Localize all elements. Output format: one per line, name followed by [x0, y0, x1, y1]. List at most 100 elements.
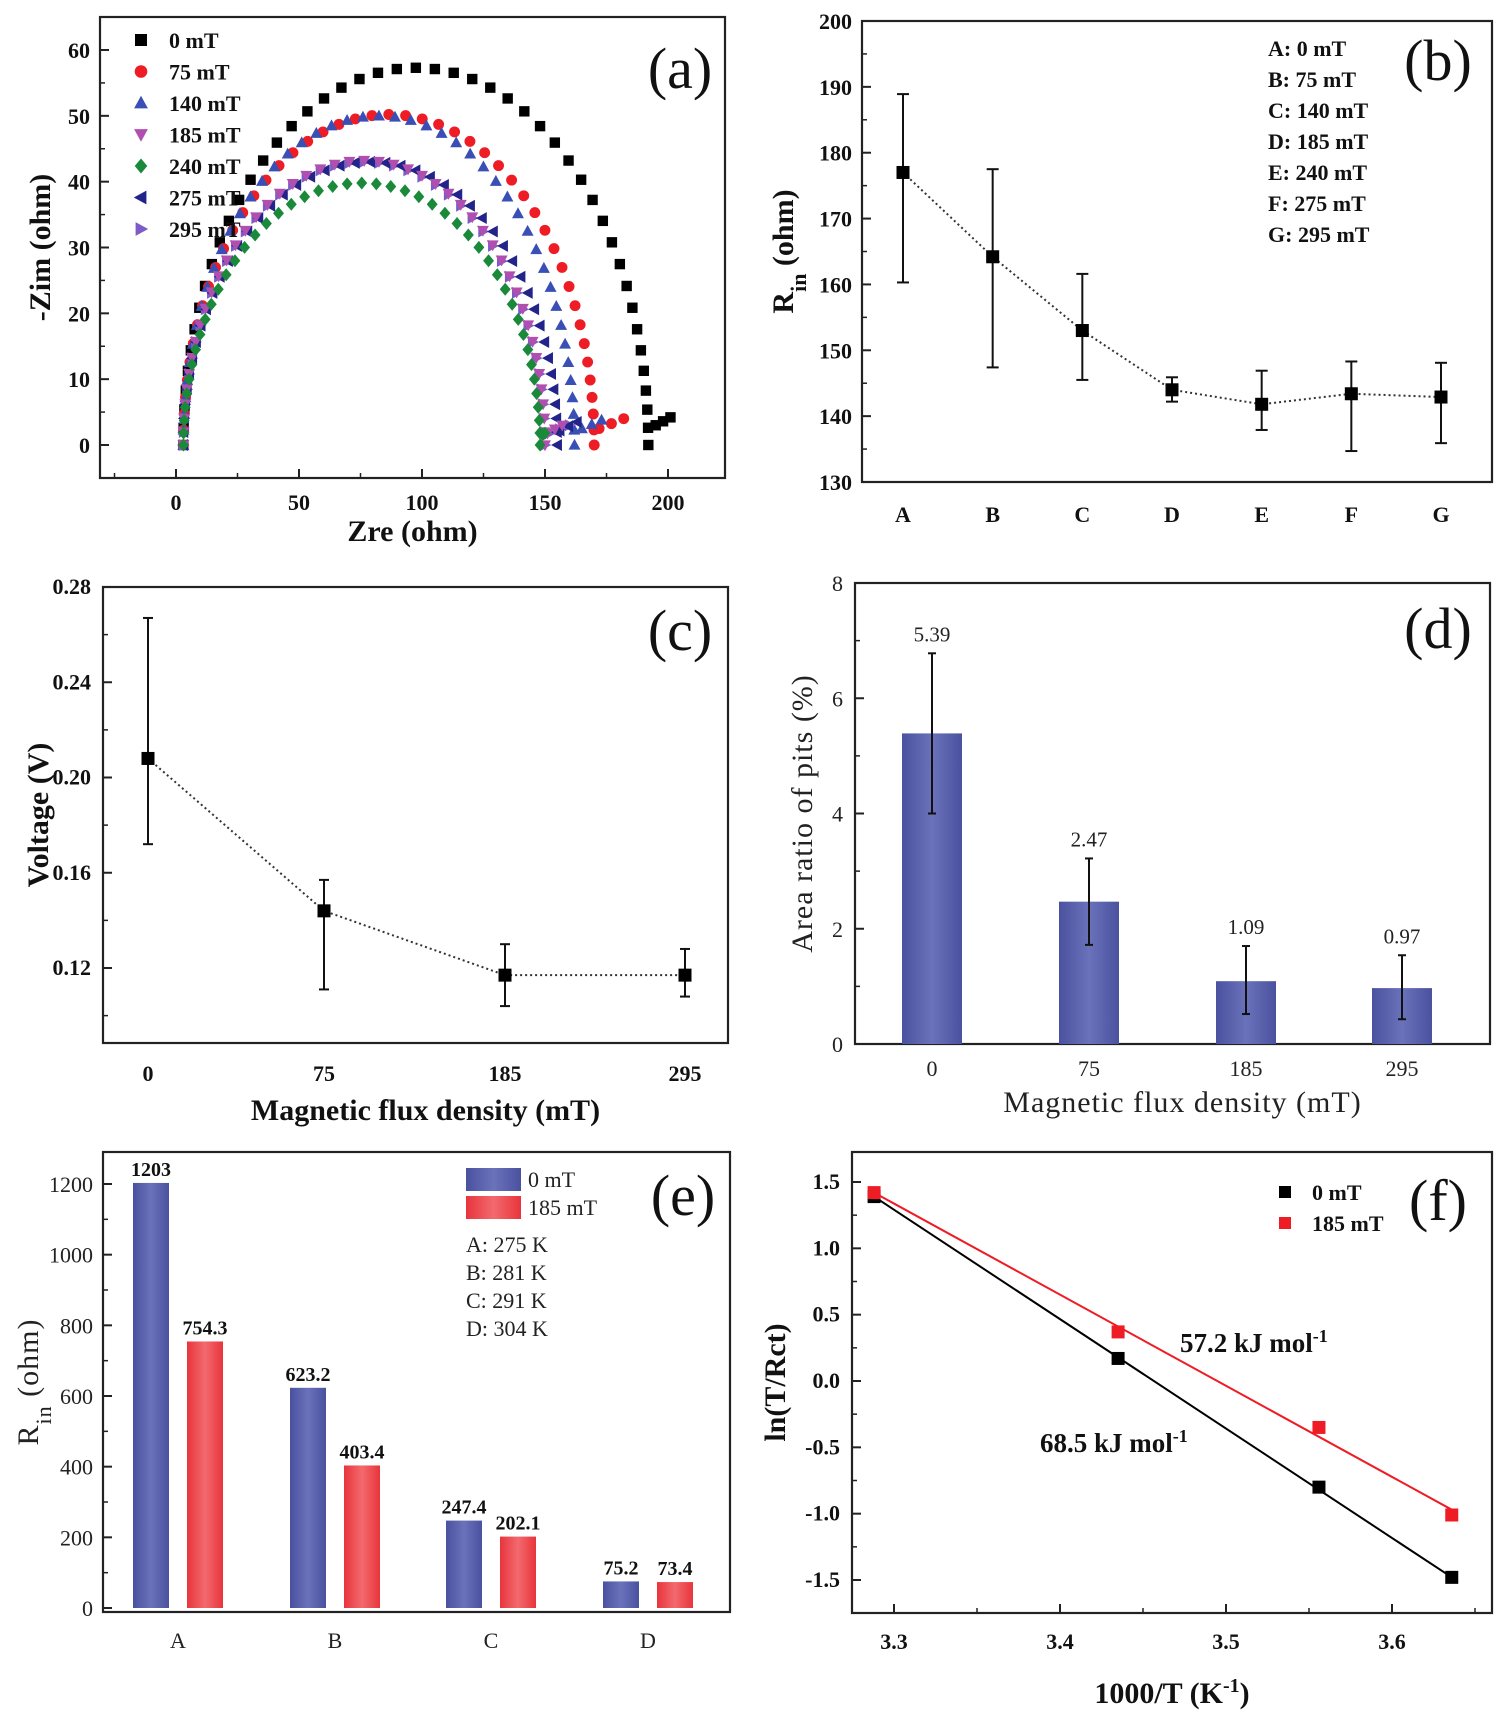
data-point — [229, 254, 241, 268]
data-point — [516, 303, 529, 315]
y-axis-title: Rin (ohm) — [12, 1319, 56, 1446]
panel-label: (d) — [1404, 596, 1472, 661]
data-point — [271, 137, 283, 148]
data-point — [454, 199, 467, 211]
data-point — [205, 297, 217, 311]
data-point — [493, 160, 505, 172]
x-tick-label: 150 — [529, 490, 562, 515]
data-point — [526, 358, 537, 372]
data-point — [486, 225, 498, 238]
data-point — [281, 147, 294, 159]
data-point — [304, 170, 316, 183]
data-point — [413, 190, 425, 204]
y-tick-label: 600 — [60, 1384, 93, 1409]
trend-line — [147, 757, 685, 977]
panel-b-rin: 130 140 150 160 170 180 190 200 A B C D E F G Rin (ohm)… — [767, 9, 1494, 527]
bar-value-label: 754.3 — [183, 1317, 228, 1339]
data-point — [429, 179, 442, 190]
data-point — [650, 420, 661, 431]
data-point — [233, 207, 246, 219]
y-tick-label: 1.0 — [813, 1235, 841, 1260]
data-point — [539, 426, 551, 440]
data-point — [426, 197, 438, 211]
data-point — [183, 372, 195, 386]
legend-marker — [133, 190, 147, 205]
data-point — [491, 268, 503, 282]
plot-frame — [850, 1150, 1494, 1615]
data-point — [439, 206, 451, 220]
legend-swatch — [466, 1196, 521, 1219]
x-tick-label: 100 — [406, 490, 439, 515]
activation-energy-annotation: 57.2 kJ mol-1 — [1180, 1326, 1328, 1358]
y-axis-title: Voltage (V) — [22, 743, 55, 888]
y-tick-label: 130 — [819, 470, 852, 495]
legend-note: C: 291 K — [466, 1288, 547, 1313]
data-point — [535, 384, 548, 396]
legend-label: 0 mT — [528, 1167, 576, 1192]
data-point — [533, 413, 545, 427]
data-point — [327, 179, 339, 193]
data-point — [433, 118, 445, 130]
legend-label: 75 mT — [169, 60, 230, 85]
data-point — [564, 374, 577, 385]
y-tick-label: 0.12 — [53, 955, 92, 980]
data-point — [450, 136, 463, 148]
panel-a-nyquist: 0 50 100 150 200 0 10 20 30 40 50 60 Zre (ohm) -Zim (… — [24, 15, 727, 548]
data-point — [372, 67, 384, 79]
data-point — [545, 367, 556, 380]
data-point — [519, 106, 530, 117]
data-point — [181, 386, 193, 400]
x-tick-label: 295 — [669, 1061, 702, 1086]
data-point — [479, 147, 491, 159]
y-axis-title: -Zim (ohm) — [24, 174, 57, 321]
data-point — [621, 280, 632, 292]
data-point — [223, 215, 235, 227]
data-point — [273, 206, 284, 220]
data-point — [429, 63, 441, 75]
y-tick-label: 20 — [68, 301, 90, 326]
legend-note: D: 304 K — [466, 1316, 548, 1341]
data-point — [343, 156, 356, 168]
data-point — [567, 407, 580, 419]
legend-marker — [134, 158, 148, 174]
data-point — [1255, 397, 1269, 411]
x-axis-title: Magnetic flux density (mT) — [251, 1094, 600, 1127]
data-point — [341, 113, 354, 125]
data-point — [643, 439, 654, 451]
axis-title-part: ln(T/Rct) — [759, 1323, 792, 1441]
x-tick-label: D — [640, 1628, 656, 1653]
data-point — [244, 190, 257, 202]
axis-title-part: in — [31, 1405, 56, 1424]
data-point — [420, 119, 433, 131]
data-point — [498, 968, 512, 982]
panel-f-arrhenius: 3.3 3.4 3.5 3.6 -1.5 -1.0 -0.5 0.0 0.5 1.0 1.5 1000… — [759, 1150, 1494, 1710]
data-point — [212, 282, 224, 296]
data-point — [261, 199, 274, 211]
x-tick-label: F — [1345, 502, 1358, 527]
y-tick-label: 200 — [819, 9, 852, 34]
data-point — [370, 177, 382, 191]
data-point — [605, 418, 617, 430]
data-point — [451, 217, 463, 231]
legend: 0 mT 185 mT — [1279, 1180, 1384, 1236]
x-tick-label: 50 — [288, 490, 310, 515]
data-point — [549, 398, 561, 411]
data-point — [534, 120, 546, 132]
data-point — [544, 280, 557, 292]
data-point — [587, 194, 598, 206]
panel-label: (a) — [648, 36, 712, 101]
y-tick-label: 0.0 — [813, 1368, 841, 1393]
y-tick-label: 150 — [819, 338, 852, 363]
x-tick-label: 3.5 — [1212, 1629, 1240, 1654]
data-point — [273, 188, 286, 200]
data-point — [410, 62, 422, 73]
y-tick-label: -1.5 — [805, 1567, 840, 1592]
legend-label: 185 mT — [169, 123, 241, 148]
data-point — [503, 271, 516, 283]
data-point — [476, 225, 489, 237]
axis-title-part: (ohm) — [12, 1319, 45, 1406]
data-point — [224, 224, 237, 236]
axis-title-part: Area ratio of pits (%) — [786, 674, 819, 953]
data-point — [539, 224, 551, 236]
